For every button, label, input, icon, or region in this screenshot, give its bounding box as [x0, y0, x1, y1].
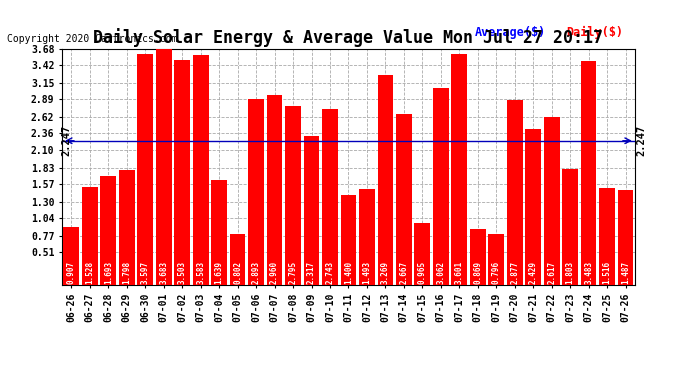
- Text: 2.617: 2.617: [547, 261, 556, 284]
- Bar: [119, 170, 135, 285]
- Text: 0.802: 0.802: [233, 261, 242, 284]
- Bar: [230, 234, 246, 285]
- Bar: [304, 136, 319, 285]
- Text: 3.503: 3.503: [178, 261, 187, 284]
- Bar: [562, 169, 578, 285]
- Text: 3.269: 3.269: [381, 261, 390, 284]
- Bar: [101, 176, 116, 285]
- Text: 2.317: 2.317: [307, 261, 316, 284]
- Text: 0.907: 0.907: [67, 261, 76, 284]
- Text: 2.893: 2.893: [252, 261, 261, 284]
- Bar: [193, 55, 208, 285]
- Text: 3.583: 3.583: [196, 261, 205, 284]
- Bar: [415, 223, 430, 285]
- Text: 1.400: 1.400: [344, 261, 353, 284]
- Bar: [211, 180, 227, 285]
- Text: 0.869: 0.869: [473, 261, 482, 284]
- Text: 2.667: 2.667: [400, 261, 408, 284]
- Text: 1.493: 1.493: [362, 261, 371, 284]
- Bar: [581, 62, 596, 285]
- Text: Copyright 2020 Cartronics.com: Copyright 2020 Cartronics.com: [7, 34, 177, 44]
- Bar: [525, 129, 541, 285]
- Bar: [618, 189, 633, 285]
- Text: 3.062: 3.062: [436, 261, 445, 284]
- Bar: [285, 106, 301, 285]
- Text: 3.483: 3.483: [584, 261, 593, 284]
- Text: 3.597: 3.597: [141, 261, 150, 284]
- Bar: [63, 227, 79, 285]
- Text: 3.683: 3.683: [159, 261, 168, 284]
- Title: Daily Solar Energy & Average Value Mon Jul 27 20:17: Daily Solar Energy & Average Value Mon J…: [93, 28, 604, 47]
- Text: 1.693: 1.693: [104, 261, 112, 284]
- Bar: [396, 114, 412, 285]
- Bar: [137, 54, 153, 285]
- Bar: [599, 188, 615, 285]
- Text: 1.516: 1.516: [602, 261, 611, 284]
- Bar: [175, 60, 190, 285]
- Text: 2.795: 2.795: [288, 261, 297, 284]
- Bar: [82, 187, 98, 285]
- Text: 0.965: 0.965: [418, 261, 427, 284]
- Bar: [341, 195, 356, 285]
- Text: 2.960: 2.960: [270, 261, 279, 284]
- Bar: [248, 99, 264, 285]
- Bar: [156, 48, 172, 285]
- Bar: [322, 109, 338, 285]
- Text: 2.877: 2.877: [510, 261, 519, 284]
- Text: 1.803: 1.803: [566, 261, 575, 284]
- Bar: [470, 229, 486, 285]
- Text: 1.487: 1.487: [621, 261, 630, 284]
- Text: 2.247: 2.247: [61, 125, 71, 156]
- Text: Average($): Average($): [475, 26, 546, 39]
- Bar: [507, 100, 522, 285]
- Text: 1.528: 1.528: [86, 261, 95, 284]
- Text: 0.796: 0.796: [492, 261, 501, 284]
- Bar: [451, 54, 467, 285]
- Text: 2.743: 2.743: [326, 261, 335, 284]
- Bar: [489, 234, 504, 285]
- Text: 1.798: 1.798: [122, 261, 131, 284]
- Bar: [267, 95, 282, 285]
- Text: 1.639: 1.639: [215, 261, 224, 284]
- Bar: [544, 117, 560, 285]
- Text: 2.247: 2.247: [637, 125, 647, 156]
- Bar: [377, 75, 393, 285]
- Bar: [359, 189, 375, 285]
- Bar: [433, 88, 448, 285]
- Text: 2.429: 2.429: [529, 261, 538, 284]
- Text: 3.601: 3.601: [455, 261, 464, 284]
- Text: Daily($): Daily($): [566, 26, 623, 39]
